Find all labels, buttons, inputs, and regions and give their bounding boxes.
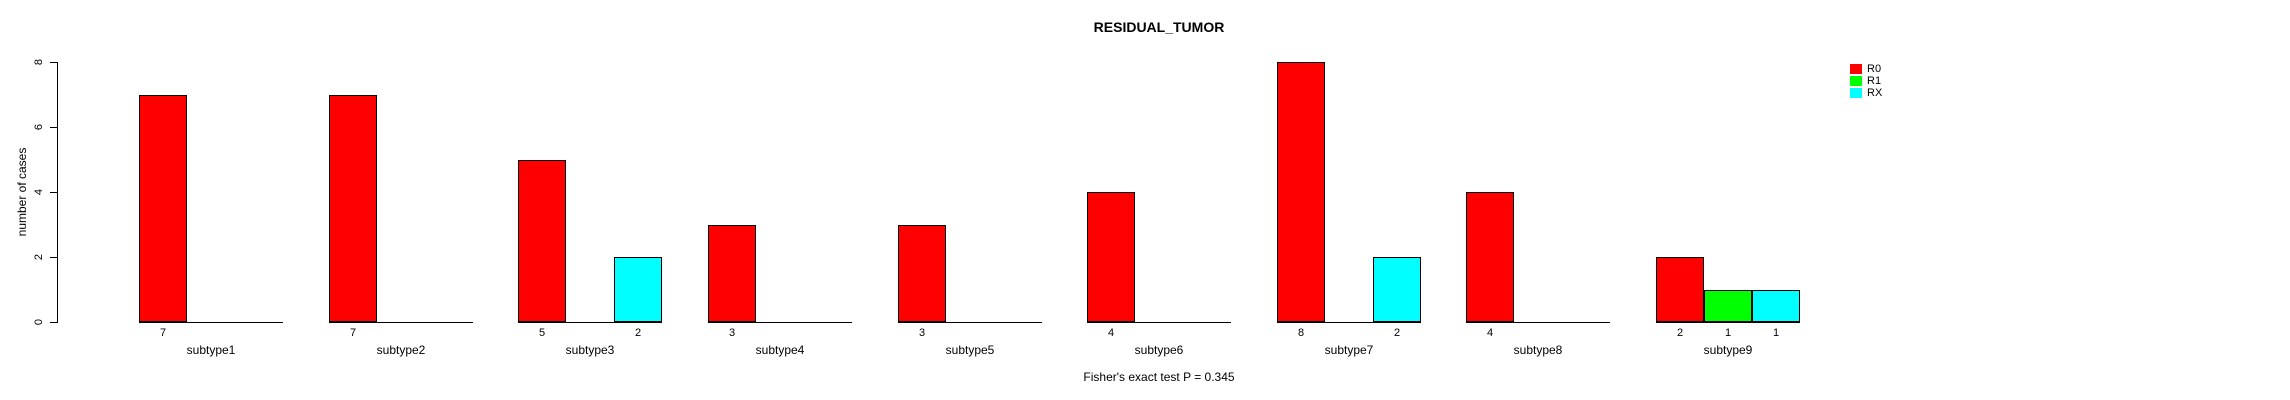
legend-entry-r0: R0 (1850, 63, 1882, 75)
chart-title: RESIDUAL_TUMOR (1093, 19, 1225, 35)
y-tick-label: 8 (33, 58, 45, 66)
category-label-subtype6: subtype6 (1134, 343, 1184, 357)
bar-r0-subtype5 (898, 224, 946, 322)
y-tick-mark (50, 192, 57, 193)
y-tick-label: 4 (33, 188, 45, 196)
bar-value-label: 4 (1107, 327, 1115, 339)
bar-value-label: 2 (634, 327, 642, 339)
y-axis-label: number of cases (15, 147, 29, 237)
bar-r0-subtype1 (139, 94, 187, 322)
bar-value-label: 8 (1297, 327, 1305, 339)
bar-value-label: 7 (159, 327, 167, 339)
bar-r0-subtype3 (518, 159, 566, 322)
legend: R0 R1 RX (1850, 64, 1882, 100)
bar-rx-subtype7 (1373, 257, 1421, 322)
legend-swatch-rx (1850, 88, 1862, 98)
category-label-subtype1: subtype1 (186, 343, 236, 357)
bar-r0-subtype2 (329, 94, 377, 322)
category-label-subtype5: subtype5 (945, 343, 995, 357)
group-baseline (329, 322, 473, 323)
bar-r0-subtype9 (1656, 257, 1704, 322)
group-baseline (1466, 322, 1610, 323)
legend-label: RX (1867, 87, 1883, 99)
legend-label: R0 (1867, 63, 1882, 75)
bar-value-label: 7 (349, 327, 357, 339)
bar-value-label: 3 (728, 327, 736, 339)
group-baseline (139, 322, 283, 323)
category-label-subtype7: subtype7 (1324, 343, 1374, 357)
legend-swatch-r1 (1850, 76, 1862, 86)
bar-r0-subtype6 (1087, 192, 1135, 322)
bar-value-label: 3 (918, 327, 926, 339)
y-tick-mark (50, 322, 57, 323)
bar-value-label: 2 (1676, 327, 1684, 339)
y-tick-mark (50, 127, 57, 128)
bar-value-label: 4 (1486, 327, 1494, 339)
group-baseline (518, 322, 662, 323)
group-baseline (1656, 322, 1800, 323)
legend-entry-rx: RX (1850, 87, 1883, 99)
category-label-subtype2: subtype2 (376, 343, 426, 357)
bar-r0-subtype4 (708, 224, 756, 322)
bar-r0-subtype7 (1277, 62, 1325, 322)
legend-label: R1 (1867, 75, 1882, 87)
y-axis-line (57, 62, 58, 323)
y-tick-mark (50, 257, 57, 258)
group-baseline (708, 322, 852, 323)
y-tick-label: 6 (33, 123, 45, 131)
bar-r0-subtype8 (1466, 192, 1514, 322)
legend-entry-r1: R1 (1850, 75, 1882, 87)
group-baseline (1277, 322, 1421, 323)
bar-value-label: 1 (1724, 327, 1732, 339)
bar-value-label: 5 (538, 327, 546, 339)
category-label-subtype4: subtype4 (755, 343, 805, 357)
bar-r1-subtype9 (1704, 289, 1752, 322)
bar-rx-subtype3 (614, 257, 662, 322)
group-baseline (898, 322, 1042, 323)
category-label-subtype3: subtype3 (565, 343, 615, 357)
group-baseline (1087, 322, 1231, 323)
y-tick-mark (50, 62, 57, 63)
bar-rx-subtype9 (1752, 289, 1800, 322)
annotation-text: Fisher's exact test P = 0.345 (1083, 370, 1235, 384)
category-label-subtype8: subtype8 (1513, 343, 1563, 357)
bar-value-label: 1 (1772, 327, 1780, 339)
y-tick-label: 2 (33, 253, 45, 261)
bar-value-label: 2 (1393, 327, 1401, 339)
y-tick-label: 0 (33, 318, 45, 326)
legend-swatch-r0 (1850, 64, 1862, 74)
category-label-subtype9: subtype9 (1703, 343, 1753, 357)
